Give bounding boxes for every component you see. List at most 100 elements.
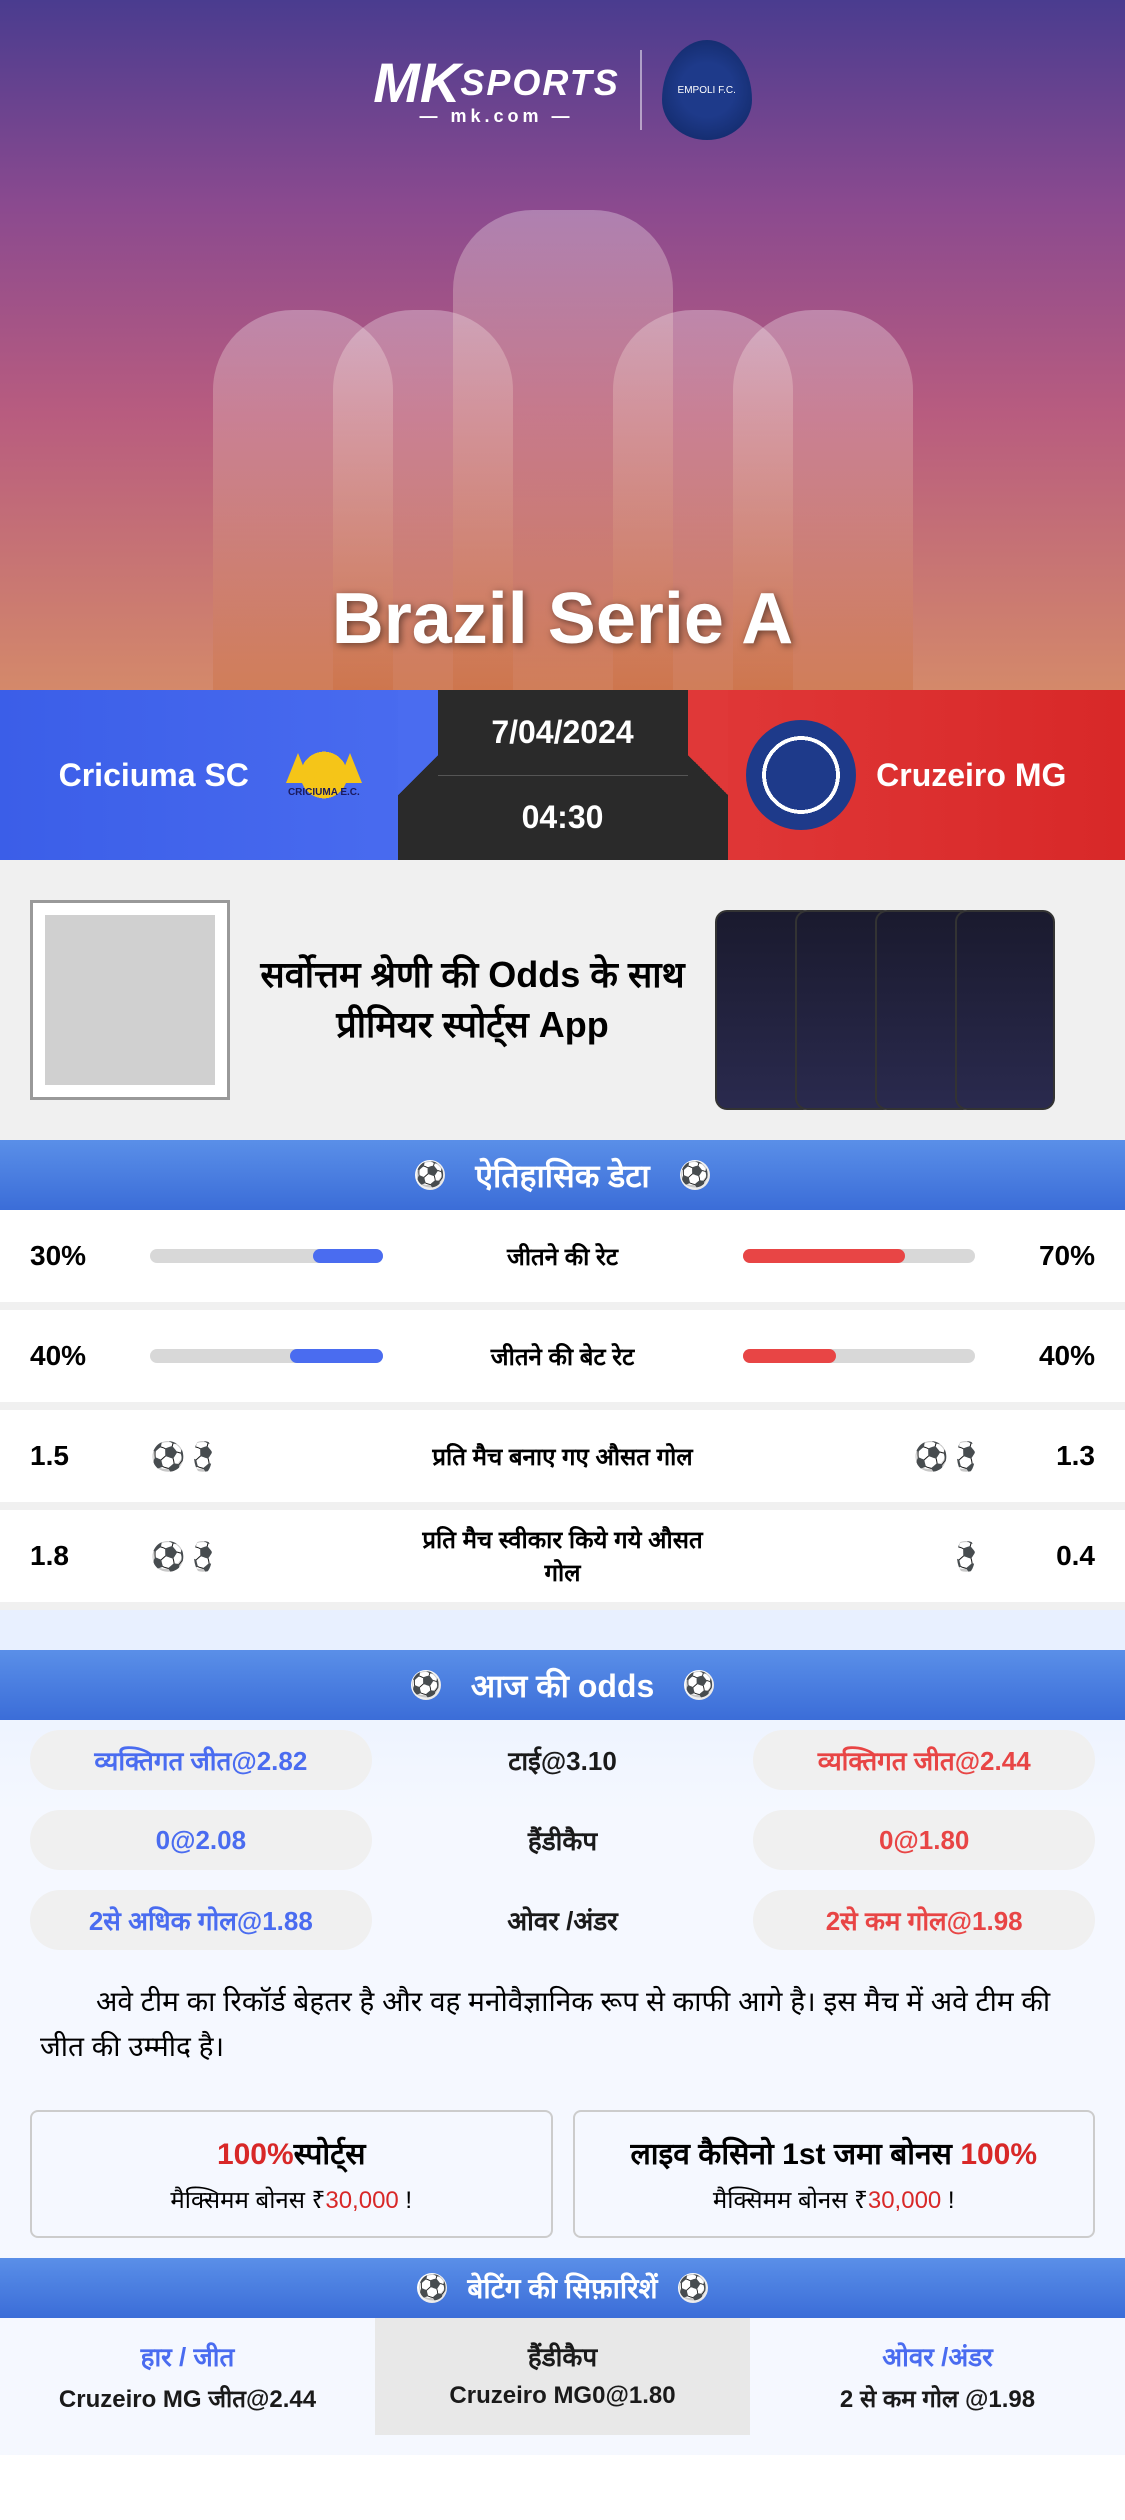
phones-graphic (715, 890, 1095, 1110)
stat-bar-left (150, 1249, 383, 1263)
stats-container: 30% जीतने की रेट 70% 40% जीतने की बेट रे… (0, 1210, 1125, 1610)
rec-tab-val: 2 से कम गोल @1.98 (770, 2382, 1105, 2415)
stat-row: 1.5 ⚽⚽ प्रति मैच बनाए गए औसत गोल ⚽⚽ 1.3 (0, 1410, 1125, 1510)
goal-icon: ⚽ (194, 1438, 212, 1474)
stat-bar-right (743, 1249, 976, 1263)
rec-tab[interactable]: हार / जीत Cruzeiro MG जीत@2.44 (0, 2318, 375, 2435)
stat-icons-left: ⚽⚽ (150, 1438, 383, 1474)
stat-bar-right (743, 1349, 976, 1363)
stat-icons-left: ⚽⚽ (150, 1538, 383, 1574)
stat-label: प्रति मैच बनाए गए औसत गोल (403, 1440, 723, 1473)
match-bar: Criciuma SC CRICIUMA E.C. 7/04/2024 04:3… (0, 690, 1125, 860)
analysis-text: अवे टीम का रिकॉर्ड बेहतर है और वह मनोवैज… (0, 1960, 1125, 2090)
historical-header: ऐतिहासिक डेटा (0, 1140, 1125, 1210)
odds-header: आज की odds (0, 1650, 1125, 1720)
bonus-sub: मैक्सिमम बोनस ₹30,000 ! (595, 2183, 1074, 2216)
bonus-card-casino[interactable]: लाइव कैसिनो 1st जमा बोनस 100% मैक्सिमम ब… (573, 2110, 1096, 2238)
odds-left[interactable]: 0@2.08 (30, 1810, 372, 1870)
ball-icon (680, 1160, 710, 1190)
ball-icon (411, 1670, 441, 1700)
stat-left-val: 30% (30, 1240, 130, 1272)
stat-label: जीतने की बेट रेट (403, 1340, 723, 1373)
stat-right-val: 1.3 (995, 1440, 1095, 1472)
goal-icon: ⚽ (957, 1438, 975, 1474)
club-badge-icon: EMPOLI F.C. (662, 40, 752, 140)
odds-left[interactable]: 2से अधिक गोल@1.88 (30, 1890, 372, 1950)
ball-icon (678, 2273, 708, 2303)
brand-divider (640, 50, 642, 130)
odds-section: आज की odds व्यक्तिगत जीत@2.82 टाई@3.10 व… (0, 1650, 1125, 2455)
brand-sub: — mk.com — (419, 107, 573, 125)
stat-bar-left (150, 1349, 383, 1363)
spacer (0, 1610, 1125, 1650)
stat-icons-right: ⚽⚽ (743, 1438, 976, 1474)
odds-container: व्यक्तिगत जीत@2.82 टाई@3.10 व्यक्तिगत जी… (0, 1720, 1125, 1960)
bonus-sub: मैक्सिमम बोनस ₹30,000 ! (52, 2183, 531, 2216)
league-title: Brazil Serie A (332, 578, 794, 660)
rec-tab-title: हैंडीकैप (395, 2338, 730, 2374)
stat-row: 1.8 ⚽⚽ प्रति मैच स्वीकार किये गये औसत गो… (0, 1510, 1125, 1610)
stat-icons-right: ⚽ (743, 1538, 976, 1574)
odds-right[interactable]: 2से कम गोल@1.98 (753, 1890, 1095, 1950)
promo-bar[interactable]: सर्वोत्तम श्रेणी की Odds के साथ प्रीमियर… (0, 860, 1125, 1140)
ball-icon (684, 1670, 714, 1700)
stat-right-val: 0.4 (995, 1540, 1095, 1572)
bonus-row: 100%स्पोर्ट्स मैक्सिमम बोनस ₹30,000 ! ला… (0, 2090, 1125, 2258)
goal-icon: ⚽ (194, 1538, 212, 1574)
match-time: 04:30 (438, 776, 688, 861)
bonus-title: लाइव कैसिनो 1st जमा बोनस 100% (595, 2132, 1074, 2173)
stat-row: 30% जीतने की रेट 70% (0, 1210, 1125, 1310)
odds-row: 2से अधिक गोल@1.88 ओवर /अंडर 2से कम गोल@1… (0, 1880, 1125, 1960)
stat-label: प्रति मैच स्वीकार किये गये औसत गोल (403, 1523, 723, 1589)
team-away-name: Cruzeiro MG (876, 757, 1066, 794)
rec-title: बेटिंग की सिफ़ारिशें (467, 2269, 657, 2307)
brand-row: MK SPORTS — mk.com — EMPOLI F.C. (373, 40, 751, 140)
team-home-logo-icon: CRICIUMA E.C. (269, 720, 379, 830)
team-away-logo-icon (746, 720, 856, 830)
stat-left-val: 40% (30, 1340, 130, 1372)
match-date: 7/04/2024 (438, 690, 688, 776)
odds-left[interactable]: व्यक्तिगत जीत@2.82 (30, 1730, 372, 1790)
odds-title: आज की odds (471, 1664, 655, 1707)
goal-icon: ⚽ (913, 1438, 949, 1474)
goal-icon: ⚽ (150, 1538, 186, 1574)
odds-mid: हैंडीकैप (392, 1810, 734, 1870)
odds-row: व्यक्तिगत जीत@2.82 टाई@3.10 व्यक्तिगत जी… (0, 1720, 1125, 1800)
rec-tab-title: हार / जीत (20, 2338, 355, 2374)
rec-header: बेटिंग की सिफ़ारिशें (0, 2258, 1125, 2318)
match-datetime: 7/04/2024 04:30 (438, 690, 688, 860)
ball-icon (415, 1160, 445, 1190)
rec-tab-val: Cruzeiro MG0@1.80 (395, 2382, 730, 2410)
odds-mid: ओवर /अंडर (392, 1890, 734, 1950)
brand-sports: SPORTS (460, 65, 619, 101)
stat-row: 40% जीतने की बेट रेट 40% (0, 1310, 1125, 1410)
odds-right[interactable]: 0@1.80 (753, 1810, 1095, 1870)
historical-title: ऐतिहासिक डेटा (475, 1154, 649, 1197)
odds-mid: टाई@3.10 (392, 1730, 734, 1790)
bonus-card-sports[interactable]: 100%स्पोर्ट्स मैक्सिमम बोनस ₹30,000 ! (30, 2110, 553, 2238)
goal-icon: ⚽ (957, 1538, 975, 1574)
odds-row: 0@2.08 हैंडीकैप 0@1.80 (0, 1800, 1125, 1880)
rec-tab-title: ओवर /अंडर (770, 2338, 1105, 2374)
hero-banner: MK SPORTS — mk.com — EMPOLI F.C. Brazil … (0, 0, 1125, 690)
stat-right-val: 70% (995, 1240, 1095, 1272)
odds-right[interactable]: व्यक्तिगत जीत@2.44 (753, 1730, 1095, 1790)
brand-mk: MK (373, 55, 460, 111)
stat-label: जीतने की रेट (403, 1240, 723, 1273)
team-home-name: Criciuma SC (59, 757, 249, 794)
stat-left-val: 1.5 (30, 1440, 130, 1472)
rec-tab[interactable]: हैंडीकैप Cruzeiro MG0@1.80 (375, 2318, 750, 2435)
ball-icon (417, 2273, 447, 2303)
stat-left-val: 1.8 (30, 1540, 130, 1572)
stat-right-val: 40% (995, 1340, 1095, 1372)
rec-tabs: हार / जीत Cruzeiro MG जीत@2.44 हैंडीकैप … (0, 2318, 1125, 2435)
rec-tab-val: Cruzeiro MG जीत@2.44 (20, 2382, 355, 2415)
bonus-title: 100%स्पोर्ट्स (52, 2132, 531, 2173)
team-away[interactable]: Cruzeiro MG (688, 690, 1125, 860)
brand-logo: MK SPORTS — mk.com — (373, 55, 619, 125)
goal-icon: ⚽ (150, 1438, 186, 1474)
promo-text: सर्वोत्तम श्रेणी की Odds के साथ प्रीमियर… (260, 950, 685, 1051)
rec-tab[interactable]: ओवर /अंडर 2 से कम गोल @1.98 (750, 2318, 1125, 2435)
qr-code-icon (30, 900, 230, 1100)
team-home[interactable]: Criciuma SC CRICIUMA E.C. (0, 690, 438, 860)
